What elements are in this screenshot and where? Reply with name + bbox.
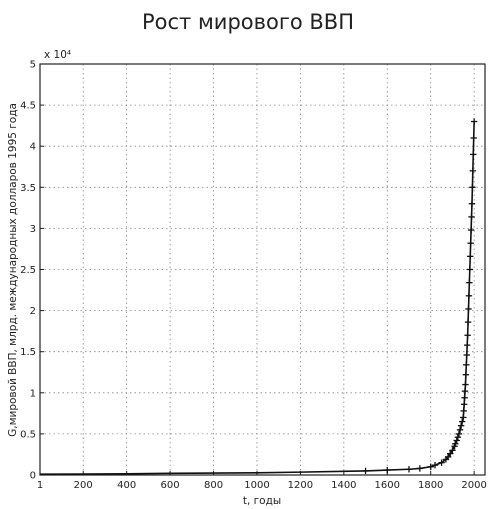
x-tick-label: 1600 bbox=[375, 480, 400, 491]
data-point-marker bbox=[431, 461, 439, 469]
y-tick-label: 2.5 bbox=[20, 265, 36, 276]
gdp-curve bbox=[39, 121, 475, 475]
x-tick-label: 400 bbox=[117, 480, 136, 491]
y-multiplier-label: x 10⁴ bbox=[44, 49, 71, 61]
series bbox=[39, 118, 478, 475]
y-tick-label: 0.5 bbox=[20, 429, 36, 440]
data-point-marker bbox=[469, 167, 477, 175]
y-tick-label: 4 bbox=[30, 142, 36, 153]
data-point-marker bbox=[466, 279, 473, 286]
x-tick-label: 1400 bbox=[331, 480, 356, 491]
data-point-marker bbox=[468, 213, 475, 221]
y-tick-label: 4.5 bbox=[20, 101, 36, 112]
x-tick-label: 1 bbox=[37, 480, 43, 491]
data-point-marker bbox=[384, 466, 391, 474]
axis-ticks: 1 200 400 600 800 1000 1200 1400 1600 1800 200000.… bbox=[20, 60, 487, 492]
data-point-marker bbox=[467, 226, 475, 234]
y-tick-label: 5 bbox=[30, 60, 36, 71]
x-axis-label: t, годы bbox=[243, 495, 281, 507]
y-tick-label: 2 bbox=[30, 306, 36, 317]
chart-title: Рост мирового ВВП bbox=[141, 10, 355, 34]
data-point-marker bbox=[449, 447, 456, 454]
data-point-marker bbox=[460, 414, 467, 421]
data-point-marker bbox=[438, 459, 445, 466]
data-point-marker bbox=[462, 381, 469, 388]
data-point-marker bbox=[461, 394, 468, 401]
data-point-marker bbox=[458, 418, 466, 425]
data-point-marker bbox=[461, 387, 469, 395]
x-tick-label: 1800 bbox=[418, 480, 443, 491]
data-point-marker bbox=[464, 332, 471, 339]
y-tick-label: 1 bbox=[30, 388, 36, 399]
data-point-marker bbox=[457, 422, 465, 429]
data-point-marker bbox=[462, 371, 470, 378]
data-point-marker bbox=[455, 430, 463, 438]
grid bbox=[40, 64, 485, 475]
x-tick-label: 2000 bbox=[461, 480, 486, 491]
data-point-marker bbox=[465, 292, 473, 300]
x-tick-label: 1000 bbox=[244, 480, 269, 491]
data-point-marker bbox=[460, 407, 467, 415]
y-tick-label: 3 bbox=[30, 224, 36, 235]
data-point-marker bbox=[465, 305, 472, 313]
data-point-marker bbox=[470, 134, 477, 142]
y-axis-label: G,мировой ВВП, млрд. международных долла… bbox=[7, 103, 19, 437]
data-point-marker bbox=[467, 239, 474, 247]
y-tick-label: 1.5 bbox=[20, 347, 36, 358]
data-point-marker bbox=[464, 318, 472, 326]
data-point-marker bbox=[469, 184, 476, 191]
x-tick-label: 200 bbox=[74, 480, 93, 491]
data-point-marker bbox=[463, 361, 470, 369]
data-point-marker bbox=[470, 118, 478, 125]
data-point-marker bbox=[454, 433, 462, 441]
data-point-marker bbox=[452, 440, 459, 447]
data-point-marker bbox=[470, 151, 477, 158]
y-tick-label: 3.5 bbox=[20, 183, 36, 194]
data-point-marker bbox=[463, 351, 470, 359]
x-tick-label: 1200 bbox=[288, 480, 313, 491]
data-point-marker bbox=[467, 253, 474, 260]
data-point-marker bbox=[468, 200, 476, 207]
data-point-marker bbox=[456, 426, 464, 433]
x-tick-label: 800 bbox=[204, 480, 223, 491]
y-tick-label: 0 bbox=[30, 471, 36, 482]
data-point-marker bbox=[416, 465, 424, 472]
data-point-marker bbox=[405, 466, 413, 473]
data-point-marker bbox=[463, 341, 471, 349]
data-point-marker bbox=[427, 463, 434, 470]
x-tick-label: 600 bbox=[161, 480, 180, 491]
data-point-marker bbox=[466, 266, 473, 273]
data-point-marker bbox=[362, 467, 369, 475]
data-point-marker bbox=[460, 401, 468, 408]
data-point-marker bbox=[453, 437, 460, 444]
data-point-marker bbox=[447, 450, 454, 457]
data-point-marker bbox=[444, 453, 452, 461]
